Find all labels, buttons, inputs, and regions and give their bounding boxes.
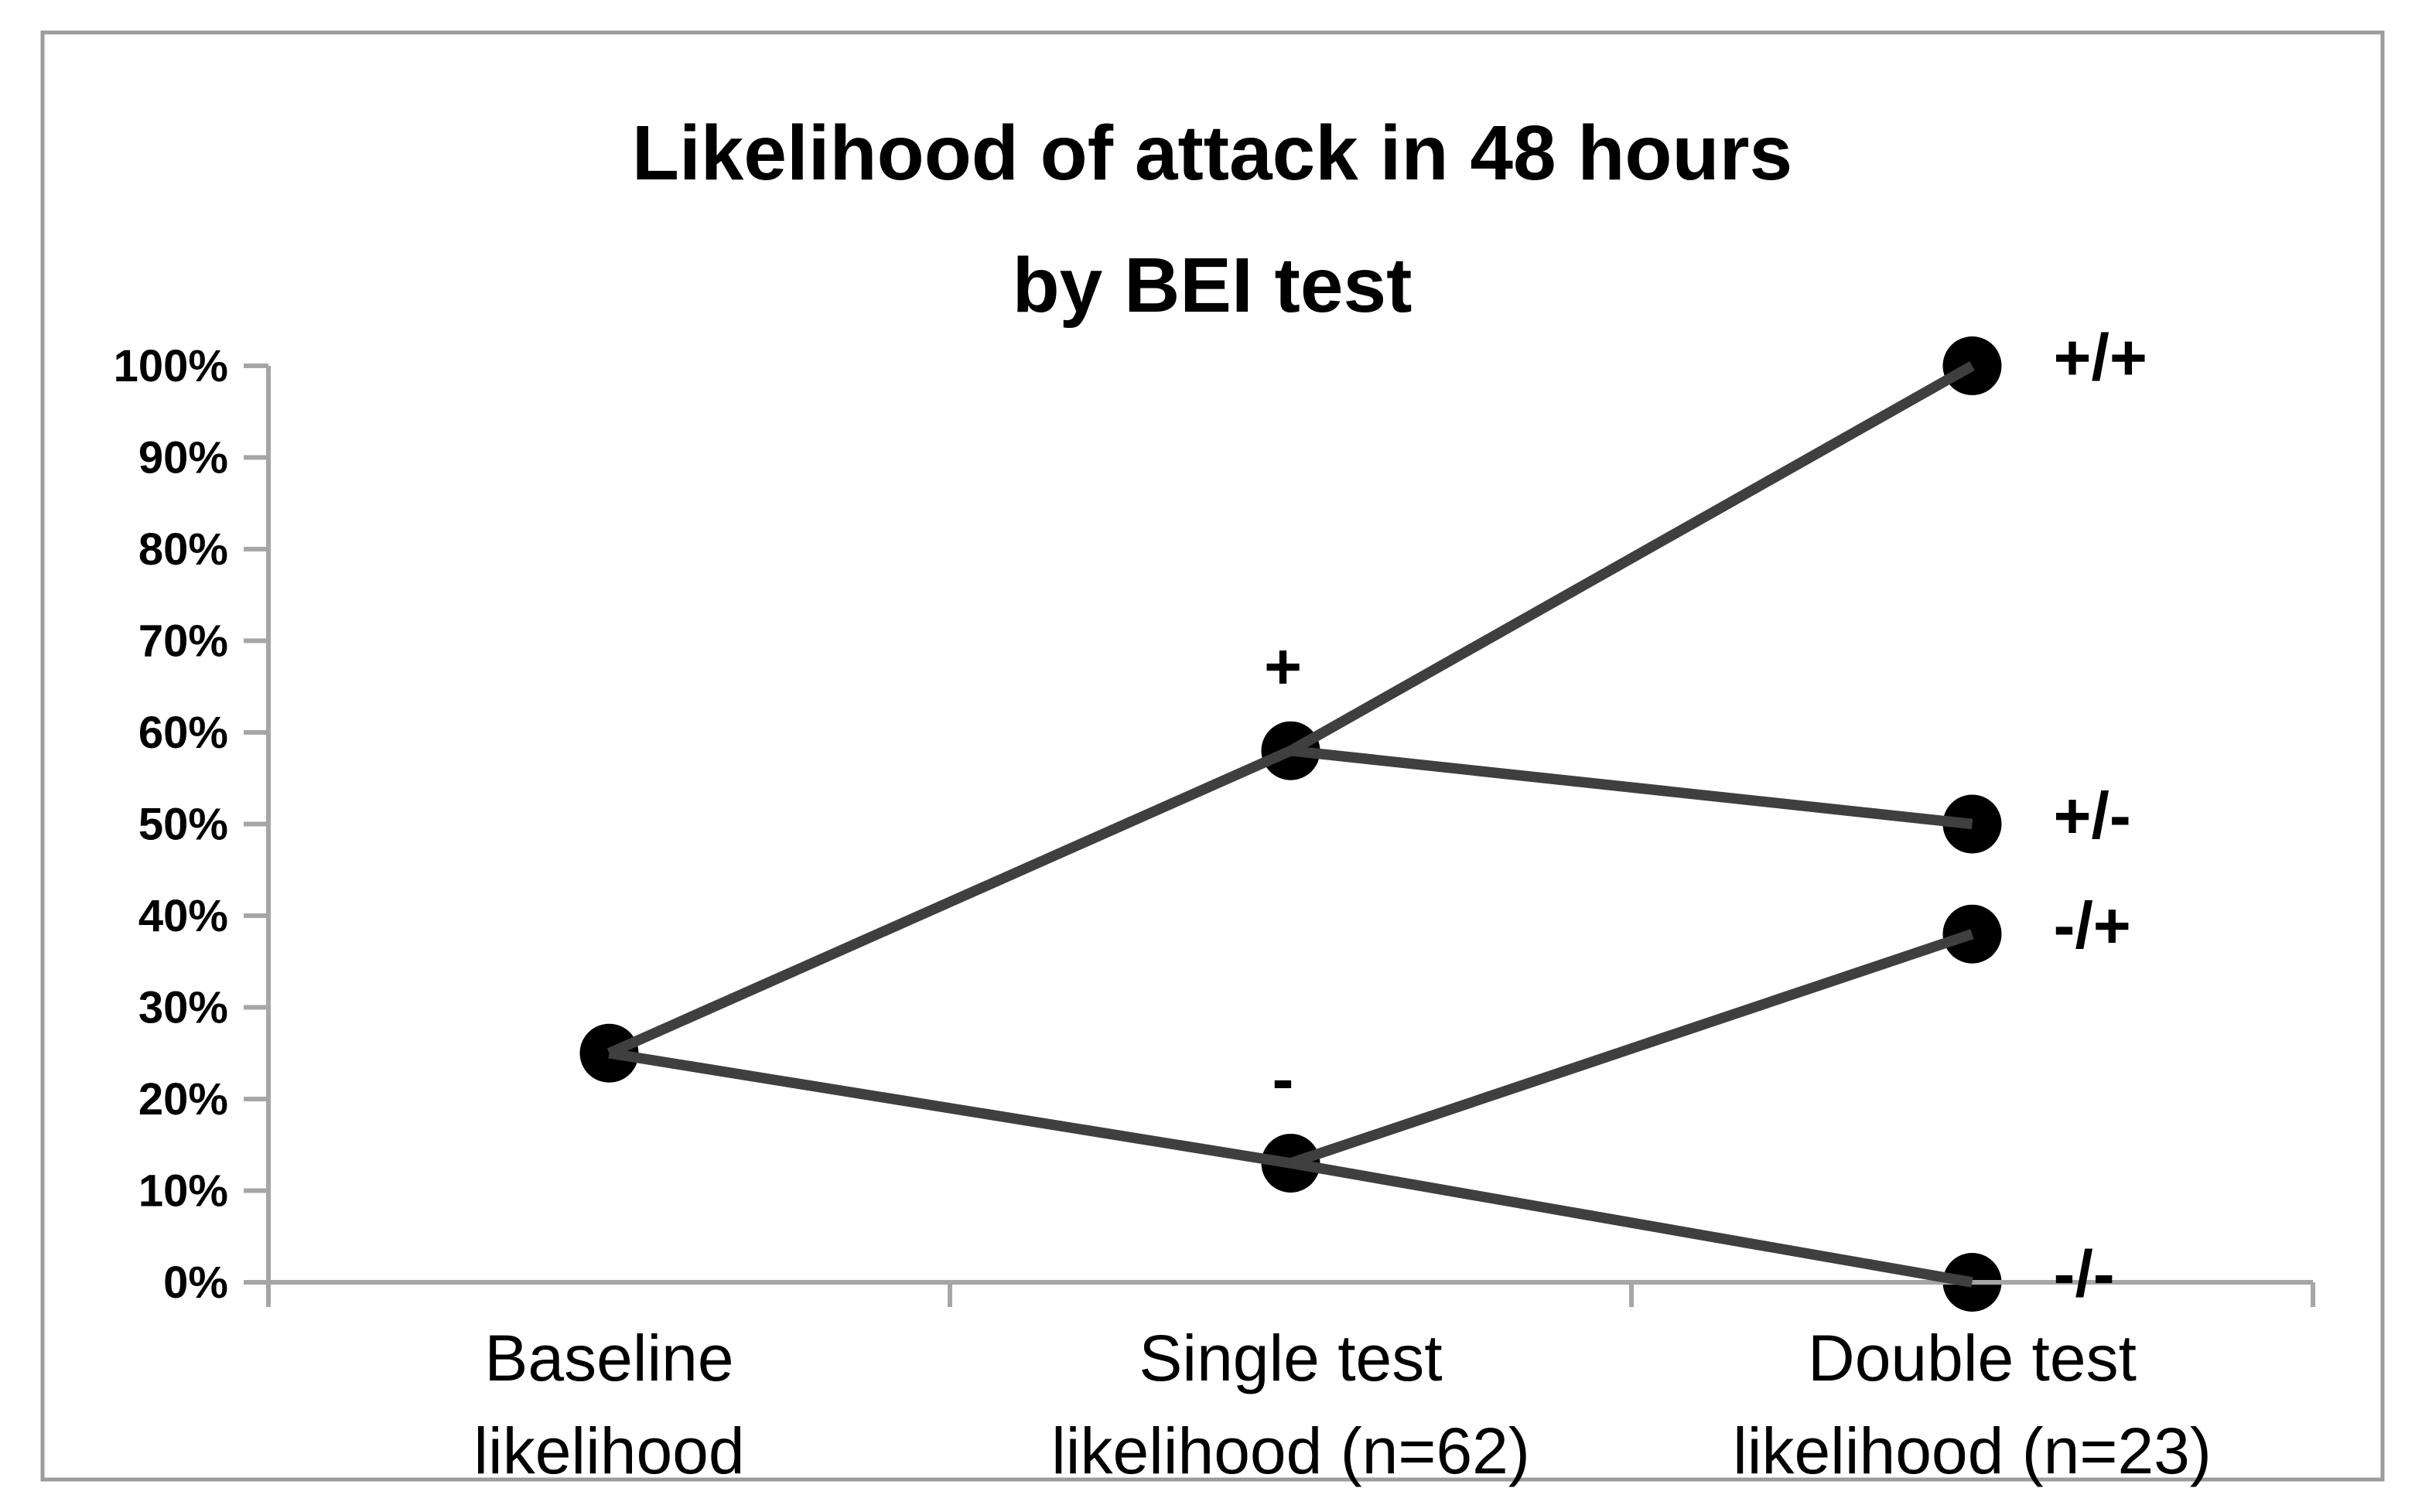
category-label-line2: likelihood [473, 1415, 744, 1487]
chart-title-line2: by BEI test [1013, 242, 1413, 329]
y-tick-label: 60% [138, 708, 228, 758]
y-tick-label: 30% [138, 983, 228, 1033]
category-label-line1: Double test [1808, 1322, 2137, 1394]
node-label-single-negative: - [1272, 1043, 1294, 1115]
node-label-double-pos-pos: +/+ [2054, 321, 2147, 394]
node-label-double-neg-neg: -/- [2054, 1237, 2115, 1310]
edge-line-single-positive-to-double-pos-neg [1290, 745, 1973, 830]
y-tick-label: 70% [138, 616, 228, 667]
node-label-single-positive: + [1264, 630, 1302, 703]
edge-line-baseline-to-single-negative [608, 1048, 1292, 1169]
edge-line-single-negative-to-double-neg-neg [1290, 1158, 1973, 1288]
y-tick-label: 50% [138, 800, 228, 850]
category-label-line1: Single test [1139, 1322, 1442, 1394]
chart-title-line1: Likelihood of attack in 48 hours [632, 110, 1792, 196]
y-tick-label: 40% [138, 891, 228, 941]
node-label-double-pos-neg: +/- [2054, 780, 2131, 852]
edge-line-baseline-to-single-positive [606, 746, 1293, 1058]
edge-line-single-negative-to-double-neg-pos [1289, 929, 1974, 1169]
y-tick-label: 80% [138, 524, 228, 575]
category-label-line2: likelihood (n=23) [1733, 1415, 2212, 1487]
y-tick-label: 100% [114, 341, 228, 391]
y-tick-label: 10% [138, 1166, 228, 1217]
category-label-line2: likelihood (n=62) [1051, 1415, 1530, 1487]
category-label-line1: Baseline [484, 1322, 733, 1394]
y-tick-label: 20% [138, 1074, 228, 1125]
y-tick-label: 90% [138, 433, 228, 483]
node-label-double-neg-pos: -/+ [2054, 889, 2131, 962]
y-tick-label: 0% [163, 1258, 228, 1308]
edge-line-single-positive-to-double-pos-pos [1288, 361, 1975, 756]
figure-border [40, 30, 2385, 1482]
